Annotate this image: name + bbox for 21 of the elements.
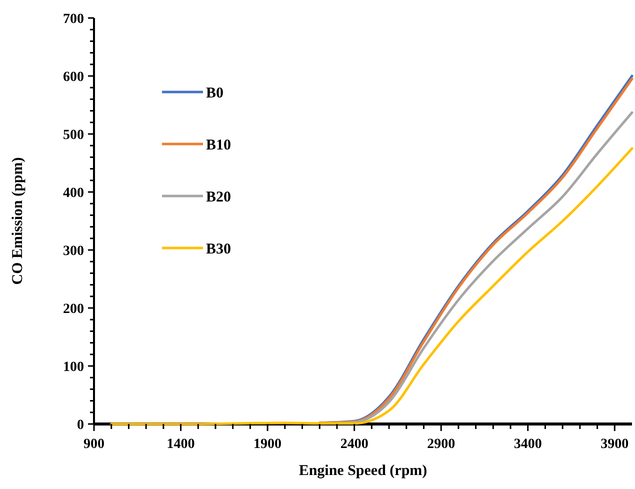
x-axis-title: Engine Speed (rpm) bbox=[298, 463, 428, 479]
y-axis-title: CO Emission (ppm) bbox=[10, 157, 26, 285]
x-tick-label: 3400 bbox=[514, 437, 542, 452]
x-tick-label: 2400 bbox=[340, 437, 368, 452]
y-tick-label: 600 bbox=[63, 70, 84, 85]
legend-label: B10 bbox=[206, 137, 232, 154]
x-tick-label: 900 bbox=[84, 437, 104, 452]
x-tick-label: 1400 bbox=[166, 437, 195, 452]
y-tick-label: 400 bbox=[63, 186, 84, 201]
x-tick-label: 2900 bbox=[427, 437, 456, 452]
y-tick-label: 500 bbox=[63, 128, 84, 143]
x-tick-label: 3900 bbox=[600, 437, 629, 452]
y-tick-label: 0 bbox=[77, 418, 84, 433]
legend-label: B30 bbox=[206, 241, 232, 258]
x-tick-label: 1900 bbox=[254, 437, 282, 452]
y-tick-label: 300 bbox=[63, 244, 84, 259]
y-tick-label: 700 bbox=[63, 12, 84, 27]
y-tick-label: 200 bbox=[63, 302, 84, 317]
legend-label: B20 bbox=[206, 189, 232, 206]
y-tick-label: 100 bbox=[63, 360, 84, 375]
legend-label: B0 bbox=[206, 85, 224, 102]
